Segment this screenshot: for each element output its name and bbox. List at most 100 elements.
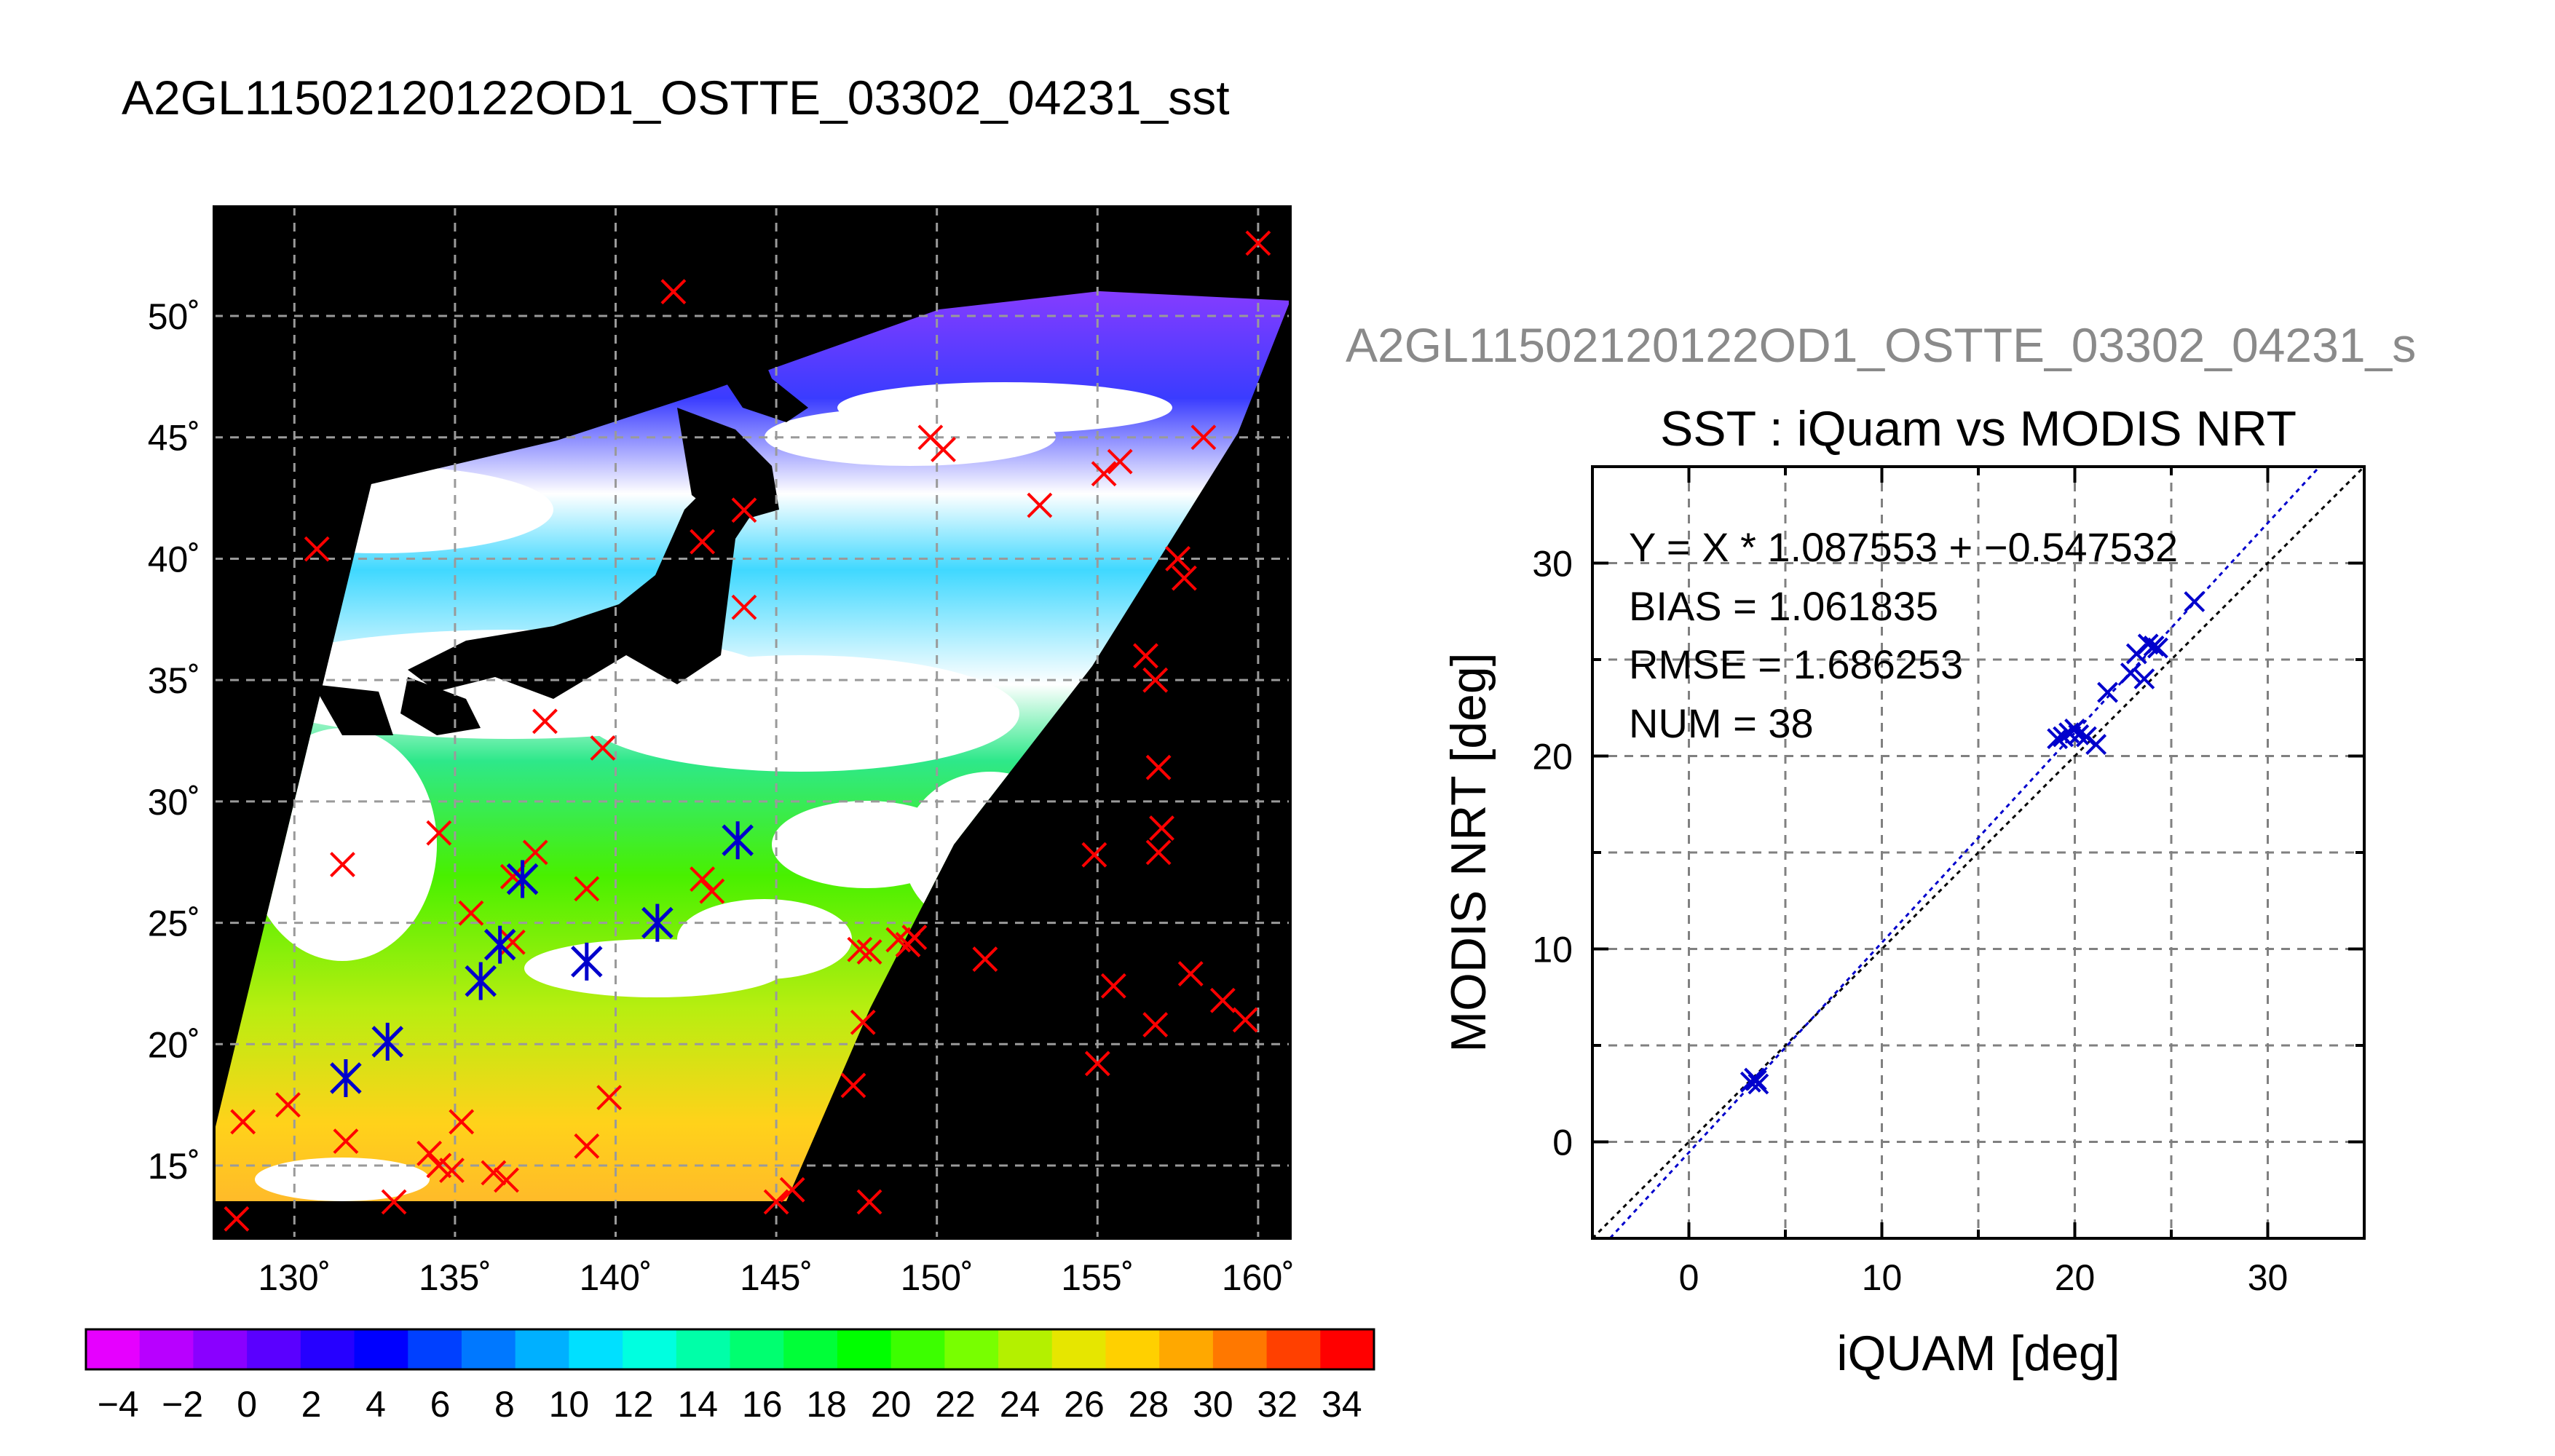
map-frame <box>213 205 1292 1240</box>
colorbar-swatch <box>998 1329 1053 1369</box>
colorbar-swatch <box>676 1329 730 1369</box>
scatter-point <box>1745 1069 1767 1091</box>
map-point <box>856 939 882 965</box>
map-point <box>847 936 873 962</box>
map-point-matched <box>330 1059 362 1097</box>
scatter-point <box>2097 681 2118 703</box>
colorbar-tick-label: 24 <box>1000 1384 1040 1425</box>
map-point <box>426 820 452 846</box>
colorbar-swatch <box>408 1329 462 1369</box>
colorbar-tick-label: 12 <box>613 1384 654 1425</box>
map-point <box>1084 1051 1110 1077</box>
colorbar-swatch <box>944 1329 999 1369</box>
map-lon-tick-label: 160˚ <box>1222 1257 1295 1298</box>
map-point <box>224 1206 250 1232</box>
map-point <box>522 839 548 866</box>
colorbar-swatch <box>300 1329 355 1369</box>
map-point <box>499 863 526 890</box>
scatter-point <box>2147 637 2168 659</box>
map-lat-tick-label: 40˚ <box>148 539 200 579</box>
map-point <box>699 878 725 904</box>
colorbar-tick-label: 8 <box>494 1384 515 1425</box>
map-point <box>1100 973 1126 999</box>
colorbar-tick-label: 20 <box>871 1384 912 1425</box>
map-point-matched <box>722 821 754 860</box>
map-point <box>1081 842 1107 868</box>
scatter-header: A2GL11502120122OD1_OSTTE_03302_04231_s <box>1346 318 2417 372</box>
map-point <box>850 1009 876 1035</box>
map-lat-tick-label: 15˚ <box>148 1146 200 1187</box>
colorbar-tick-label: 32 <box>1257 1384 1298 1425</box>
colorbar <box>84 1328 1375 1371</box>
map-point <box>1209 987 1236 1013</box>
map-lon-tick-label: 140˚ <box>579 1257 652 1298</box>
map-lon-tick-label: 150˚ <box>901 1257 974 1298</box>
map-point <box>458 900 484 926</box>
colorbar-swatch <box>354 1329 408 1369</box>
map-point <box>1171 565 1197 591</box>
colorbar-swatch <box>730 1329 784 1369</box>
map-point <box>426 1152 452 1179</box>
stat-rmse: RMSE = 1.686253 <box>1629 641 1963 687</box>
map-point <box>840 1072 866 1099</box>
map-tick-labels: 130˚ 135˚ 140˚ 145˚ 150˚ 155˚ 160˚ 15˚ 20˚ 25˚ 30˚… <box>148 296 1295 1298</box>
scatter-title: SST : iQuam vs MODIS NRT <box>1660 401 2297 456</box>
map-point <box>532 708 558 735</box>
map-point <box>1133 643 1158 669</box>
map-point <box>481 1160 507 1186</box>
map-point <box>731 594 757 620</box>
map-point <box>690 866 716 892</box>
scatter-y-tick-label: 30 <box>1532 544 1573 585</box>
colorbar-tick-label: 16 <box>742 1384 783 1425</box>
colorbar-swatch <box>623 1329 677 1369</box>
scatter-reference-lines <box>1592 467 2364 1238</box>
colorbar-swatch <box>1212 1329 1268 1369</box>
scatter-point <box>2120 662 2141 684</box>
map-point <box>660 279 687 305</box>
scatter-marks <box>1739 591 2205 1095</box>
map-point <box>596 1085 623 1111</box>
scatter-point <box>2085 734 2107 756</box>
map-point <box>230 1109 256 1135</box>
map-point <box>574 1133 600 1159</box>
scatter-axis-ticks <box>1592 467 2364 1238</box>
map-point-matched <box>506 860 539 898</box>
colorbar-tick-label: 10 <box>549 1384 590 1425</box>
map-point <box>1177 961 1204 986</box>
scatter-point <box>2184 591 2205 612</box>
map-point <box>1107 448 1133 475</box>
map-lat-tick-label: 35˚ <box>148 660 200 701</box>
scatter-x-tick-label: 10 <box>1862 1257 1903 1298</box>
map-grid <box>214 207 1290 1238</box>
colorbar-swatch <box>1159 1329 1214 1369</box>
colorbar-swatch <box>1051 1329 1106 1369</box>
map-point-matched <box>371 1022 404 1061</box>
colorbar-swatch <box>1320 1329 1375 1369</box>
map-lat-tick-label: 20˚ <box>148 1024 200 1065</box>
scatter-x-tick-label: 20 <box>2055 1257 2096 1298</box>
map-point <box>731 497 757 523</box>
colorbar-swatch <box>1266 1329 1321 1369</box>
map-point <box>1142 1012 1169 1038</box>
map-point <box>1145 754 1172 780</box>
stat-bias: BIAS = 1.061835 <box>1629 583 1938 629</box>
map-point <box>972 946 998 972</box>
y-axis-label: MODIS NRT [deg] <box>1441 652 1496 1052</box>
colorbar-swatch <box>247 1329 301 1369</box>
map-point <box>333 1128 359 1155</box>
map-point <box>590 735 616 761</box>
map-point-matched <box>465 962 497 1000</box>
map-point <box>763 1189 789 1215</box>
colorbar-tick-label: 4 <box>366 1384 386 1425</box>
map-point <box>931 436 956 462</box>
scatter-x-tick-label: 30 <box>2248 1257 2289 1298</box>
colorbar-tick-label: 26 <box>1064 1384 1105 1425</box>
colorbar-tick-label: 18 <box>806 1384 847 1425</box>
map-lat-tick-label: 45˚ <box>148 418 200 459</box>
identity-line <box>1592 467 2364 1238</box>
map-point <box>275 1092 301 1118</box>
scatter-point <box>2047 728 2069 750</box>
colorbar-swatch <box>891 1329 945 1369</box>
map-point <box>439 1158 465 1184</box>
scatter-tick-labels: 0 10 20 30 0 10 20 30 <box>1532 544 2288 1299</box>
